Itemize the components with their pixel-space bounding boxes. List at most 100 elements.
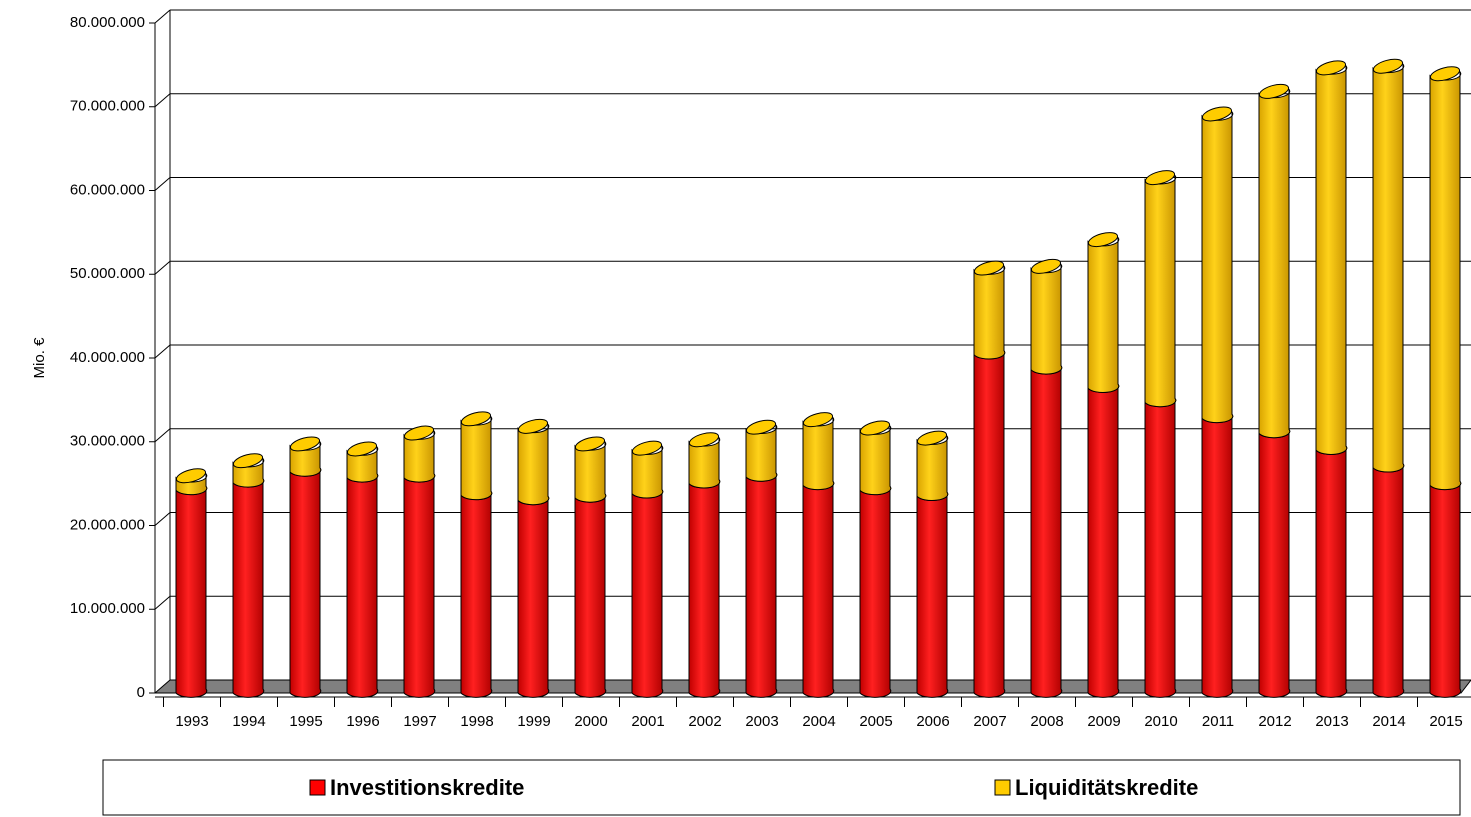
bar-segment (1144, 397, 1177, 698)
x-tick-label: 2004 (802, 713, 835, 730)
bar-segment (517, 494, 550, 698)
x-tick-label: 1995 (289, 713, 322, 730)
bar-segment (1372, 62, 1405, 473)
bar-segment (1372, 462, 1405, 698)
bar-segment (802, 479, 835, 698)
grid-line-diagonal (154, 428, 171, 443)
x-tick-label: 2011 (1202, 713, 1234, 730)
bar-segment (1144, 174, 1177, 408)
x-tick-label: 1998 (460, 713, 493, 730)
x-tick-label: 1997 (403, 713, 436, 730)
grid-line-diagonal (154, 512, 171, 526)
bar-segment (1030, 263, 1063, 375)
y-tick-label: 50.000.000 (70, 265, 145, 282)
x-tick-label: 2001 (631, 713, 664, 730)
x-tick-label: 2012 (1258, 713, 1291, 730)
bar-segment (574, 492, 607, 698)
bar-top (1315, 60, 1347, 76)
bar-segment (403, 472, 436, 698)
bar-top (403, 425, 435, 441)
x-tick-label: 2000 (574, 713, 607, 730)
y-tick-label: 0 (137, 684, 145, 701)
bar-top (631, 440, 663, 456)
bar-top (1429, 66, 1461, 82)
bar-segment (859, 484, 892, 698)
bar-segment (175, 484, 208, 698)
y-tick-label: 30.000.000 (70, 433, 145, 450)
legend-swatch (994, 779, 1011, 796)
legend-swatch (309, 779, 326, 796)
bar-segment (460, 489, 493, 698)
bar-segment (1201, 412, 1234, 698)
bar-top (916, 430, 948, 446)
bar-top (1144, 170, 1176, 186)
bar-segment (916, 434, 949, 502)
grid-line-diagonal (154, 177, 171, 191)
bar-top (745, 419, 777, 435)
y-tick-label: 60.000.000 (70, 181, 145, 198)
bar-top (517, 418, 549, 434)
y-tick-label: 20.000.000 (70, 516, 145, 533)
bar-segment (973, 349, 1006, 698)
legend-label: Investitionskredite (330, 775, 524, 800)
bar-top (1087, 232, 1119, 248)
bar-segment (916, 490, 949, 698)
bar-segment (631, 488, 664, 698)
x-tick-label: 2006 (916, 713, 949, 730)
x-tick-label: 2010 (1144, 713, 1177, 730)
x-tick-label: 2014 (1372, 713, 1405, 730)
x-tick-label: 2009 (1087, 713, 1120, 730)
bar-top (289, 436, 321, 452)
y-tick-label: 80.000.000 (70, 14, 145, 31)
legend-label: Liquiditätskredite (1015, 775, 1198, 800)
bar-segment (346, 472, 379, 698)
x-tick-label: 2013 (1315, 713, 1348, 730)
y-tick-label: 10.000.000 (70, 600, 145, 617)
bar-segment (1315, 444, 1348, 698)
bar-segment (973, 264, 1006, 360)
bar-top (346, 441, 378, 457)
x-tick-label: 1999 (517, 713, 550, 730)
grid-line-diagonal (154, 260, 171, 275)
bar-segment (1030, 364, 1063, 698)
bar-segment (859, 424, 892, 496)
grid-line-diagonal (154, 93, 171, 108)
bar-segment (460, 415, 493, 501)
bar-segment (688, 478, 721, 698)
bar-top (802, 412, 834, 428)
y-tick-label: 70.000.000 (70, 98, 145, 115)
x-tick-label: 1996 (346, 713, 379, 730)
bar-segment (1201, 110, 1234, 424)
bar-segment (1087, 382, 1120, 698)
x-tick-label: 1993 (175, 713, 208, 730)
bar-segment (1087, 236, 1120, 393)
bar-top (688, 432, 720, 448)
bar-top (574, 436, 606, 452)
bar-top (232, 453, 264, 469)
bar-segment (1429, 70, 1462, 491)
bar-top (859, 420, 891, 436)
bar-segment (517, 422, 550, 506)
grid-line-diagonal (154, 9, 171, 24)
bar-top (973, 260, 1005, 276)
bar-top (1258, 83, 1290, 99)
bar-segment (1258, 427, 1291, 698)
bar-segment (745, 471, 778, 698)
bar-segment (1315, 64, 1348, 455)
x-tick-label: 1994 (232, 713, 265, 730)
grid-line-diagonal (154, 595, 171, 610)
y-tick-label: 40.000.000 (70, 349, 145, 366)
x-tick-label: 2005 (859, 713, 892, 730)
y-axis-label: Mio. € (31, 337, 48, 379)
bar-top (460, 411, 492, 427)
x-tick-label: 2002 (688, 713, 721, 730)
bar-segment (1258, 87, 1291, 439)
legend-box (102, 759, 1461, 816)
bar-segment (1429, 479, 1462, 698)
x-tick-label: 2003 (745, 713, 778, 730)
bar-top (1201, 106, 1233, 122)
x-tick-label: 2008 (1030, 713, 1063, 730)
bar-top (1372, 58, 1404, 74)
bar-top (175, 468, 207, 484)
